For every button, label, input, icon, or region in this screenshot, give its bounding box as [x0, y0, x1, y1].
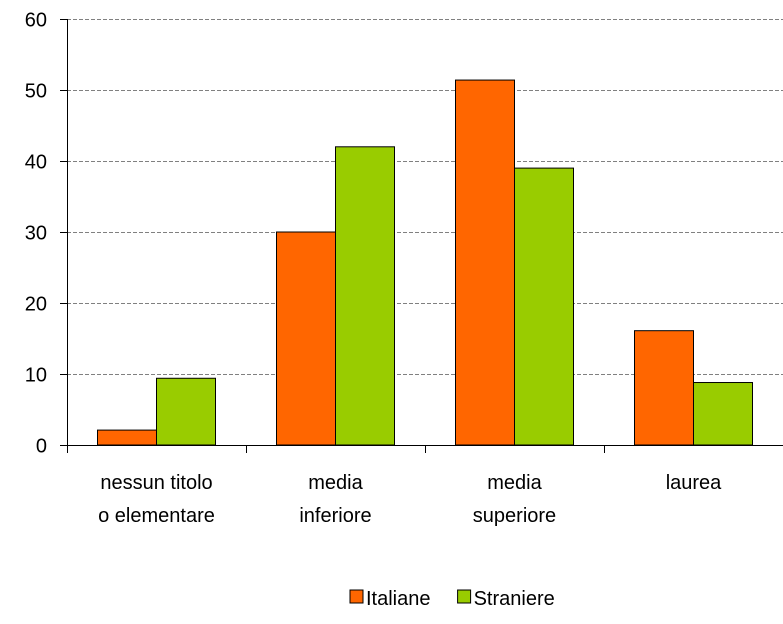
y-tick-label-0: 0 — [36, 436, 47, 458]
y-tick-label-60: 60 — [25, 10, 47, 32]
legend-swatch-italiane — [349, 589, 364, 604]
x-tick-label-0: nessun titolo o elementare — [98, 472, 215, 527]
y-tick-label-10: 10 — [25, 365, 47, 387]
axes — [60, 19, 783, 453]
legend-swatch-straniere — [457, 589, 472, 604]
legend: Italiane Straniere — [349, 588, 555, 610]
bar-italiane-0 — [97, 429, 157, 446]
x-tick-labels: nessun titolo o elementare media inferiore m… — [98, 472, 722, 527]
y-tick-labels: 0 10 20 30 40 50 60 — [25, 10, 47, 458]
x-tick-label-1: media inferiore — [299, 472, 371, 527]
x-tick-label-2: media superiore — [473, 472, 556, 527]
bar-straniere-0 — [156, 377, 216, 446]
bar-italiane-3 — [634, 330, 694, 446]
y-tick-label-20: 20 — [25, 294, 47, 316]
legend-label-straniere: Straniere — [474, 588, 555, 610]
y-tick-label-30: 30 — [25, 223, 47, 245]
bar-italiane-1 — [276, 231, 336, 446]
bar-straniere-2 — [514, 167, 574, 446]
legend-label-italiane: Italiane — [366, 588, 431, 610]
bars — [97, 79, 753, 446]
y-tick-label-40: 40 — [25, 152, 47, 174]
bar-straniere-1 — [335, 146, 395, 446]
gridlines — [67, 19, 783, 375]
x-tick-label-3: laurea — [666, 472, 722, 494]
bar-straniere-3 — [693, 382, 753, 446]
y-tick-label-50: 50 — [25, 81, 47, 103]
bar-italiane-2 — [455, 79, 515, 446]
